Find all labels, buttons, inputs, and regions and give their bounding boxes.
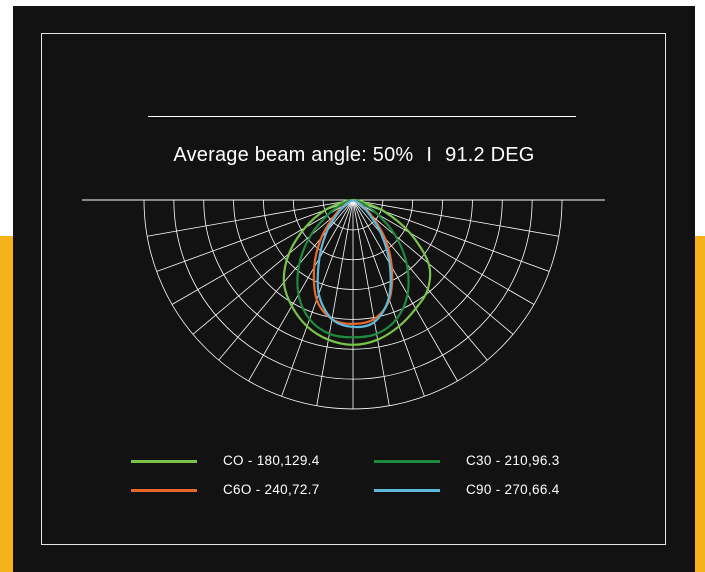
title-value: 91.2 DEG <box>445 144 535 166</box>
series-line-0 <box>282 198 432 346</box>
legend-swatch <box>374 489 440 492</box>
title-separator: I <box>426 144 433 166</box>
polar-spoke <box>352 199 390 406</box>
polar-spoke <box>316 199 354 406</box>
polar-spoke <box>248 199 354 382</box>
legend-label: C90 - 270,66.4 <box>466 482 560 497</box>
legend-label: C6O - 240,72.7 <box>223 482 320 497</box>
polar-diagram <box>82 198 605 410</box>
legend-label: CO - 180,129.4 <box>223 453 320 468</box>
polar-spoke <box>192 199 354 335</box>
polar-spoke <box>352 199 535 305</box>
legend-swatch <box>131 489 197 492</box>
polar-spoke <box>352 199 559 237</box>
series-line-3 <box>316 199 392 329</box>
chart-frame <box>41 33 666 545</box>
polar-spoke <box>352 199 488 361</box>
polar-spoke <box>352 199 514 335</box>
polar-spokes <box>147 199 559 409</box>
polar-spoke <box>156 199 354 272</box>
legend-swatch <box>374 460 440 463</box>
polar-spoke <box>352 199 458 382</box>
series-line-2 <box>312 199 394 325</box>
title-top-rule <box>148 116 576 117</box>
legend-swatch <box>131 460 197 463</box>
title-label: Average beam angle: 50% <box>173 144 414 166</box>
chart-title: Average beam angle: 50% I 91.2 DEG <box>13 144 695 167</box>
chart-panel: Average beam angle: 50% I 91.2 DEG CO - 18… <box>13 6 695 572</box>
polar-spoke <box>171 199 354 305</box>
legend-label: C30 - 210,96.3 <box>466 453 560 468</box>
polar-spoke <box>147 199 354 237</box>
series-line-1 <box>296 198 410 339</box>
polar-spoke <box>218 199 354 361</box>
series-layer <box>282 198 432 346</box>
